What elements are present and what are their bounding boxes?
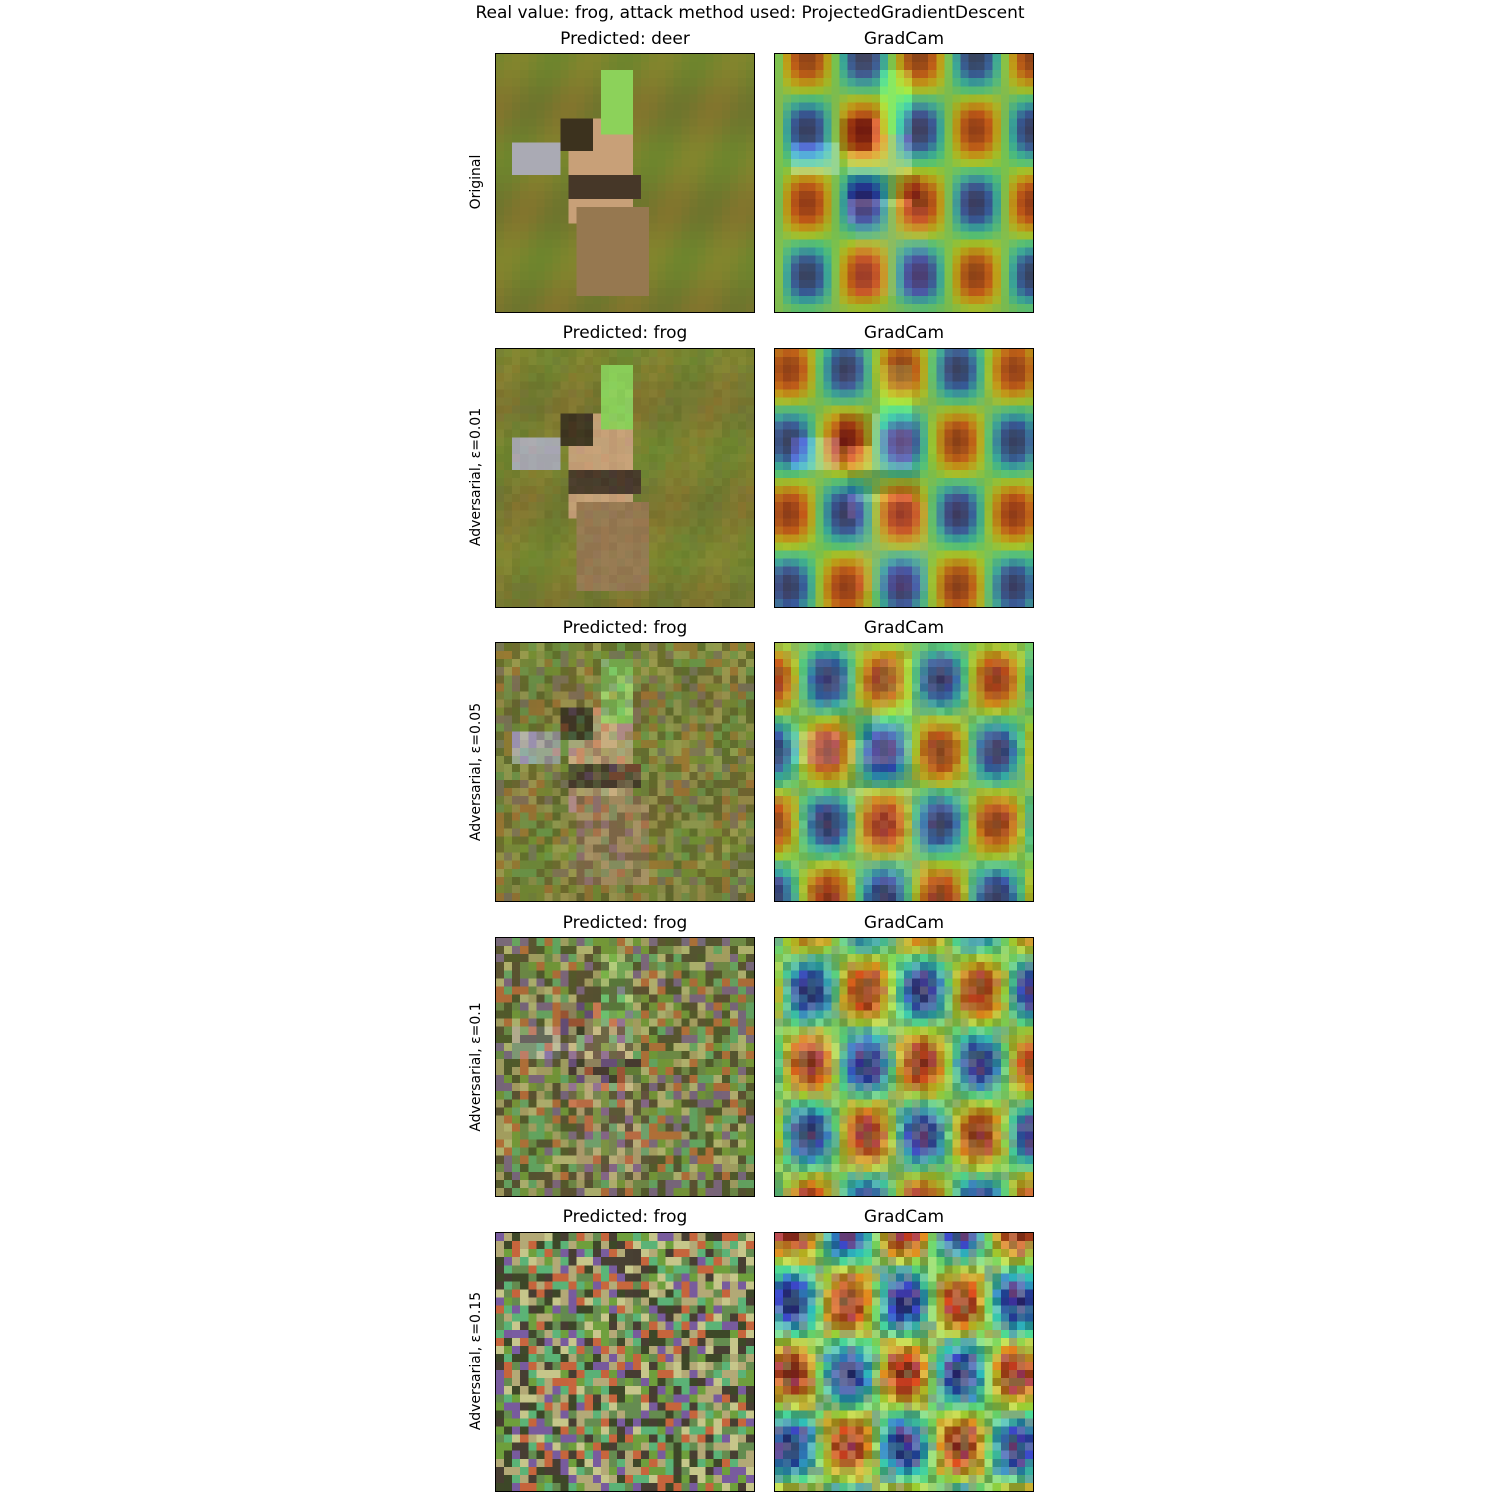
prediction-title: Predicted: frog	[562, 618, 688, 638]
prediction-title: Predicted: frog	[562, 913, 688, 933]
gradcam-title: GradCam	[863, 913, 945, 933]
gradcam-title: GradCam	[863, 1207, 945, 1227]
prediction-title: Predicted: deer	[560, 29, 690, 49]
prediction-title: Predicted: frog	[562, 323, 688, 343]
gradcam-heatmap-panel	[774, 937, 1034, 1197]
gradcam-heatmap-panel	[774, 53, 1034, 313]
gradcam-heatmap-panel	[774, 1232, 1034, 1492]
gradcam-title: GradCam	[863, 29, 945, 49]
prediction-title: Predicted: frog	[562, 1207, 688, 1227]
input-image-panel	[495, 1232, 755, 1492]
figure-suptitle: Real value: frog, attack method used: Pr…	[475, 3, 1025, 23]
gradcam-heatmap-panel	[774, 642, 1034, 902]
input-image-panel	[495, 348, 755, 608]
gradcam-title: GradCam	[863, 618, 945, 638]
input-image-panel	[495, 53, 755, 313]
gradcam-heatmap-panel	[774, 348, 1034, 608]
input-image-panel	[495, 937, 755, 1197]
gradcam-title: GradCam	[863, 323, 945, 343]
input-image-panel	[495, 642, 755, 902]
